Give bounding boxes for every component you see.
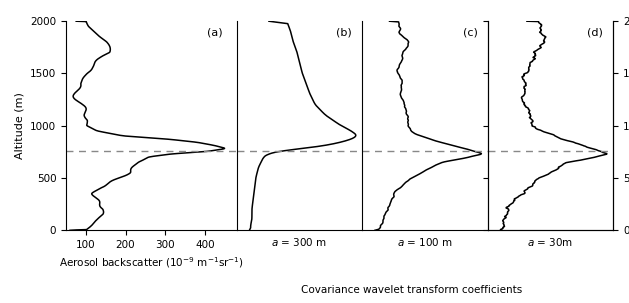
- Text: Covariance wavelet transform coefficients: Covariance wavelet transform coefficient…: [301, 285, 523, 295]
- Text: (a): (a): [208, 28, 223, 38]
- Text: (c): (c): [463, 28, 477, 38]
- X-axis label: $a$ = 30m: $a$ = 30m: [528, 236, 574, 248]
- Y-axis label: Altitude (m): Altitude (m): [14, 92, 25, 159]
- Text: (d): (d): [587, 28, 603, 38]
- X-axis label: Aerosol backscatter ($10^{-9}$ m$^{-1}$sr$^{-1}$): Aerosol backscatter ($10^{-9}$ m$^{-1}$s…: [59, 255, 244, 270]
- Text: (b): (b): [337, 28, 352, 38]
- X-axis label: $a$ = 100 m: $a$ = 100 m: [397, 236, 453, 248]
- X-axis label: $a$ = 300 m: $a$ = 300 m: [271, 236, 328, 248]
